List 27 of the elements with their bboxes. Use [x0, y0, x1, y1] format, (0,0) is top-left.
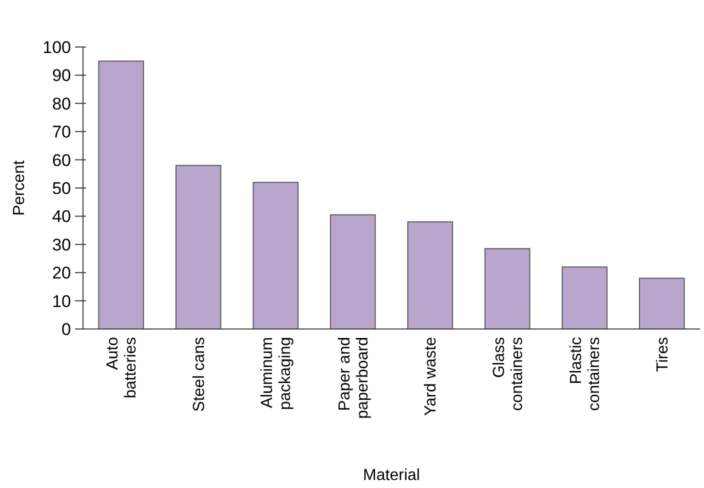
x-tick-label: Auto batteries: [104, 336, 140, 398]
bar: [252, 182, 299, 330]
bar: [638, 278, 685, 330]
x-axis-title: Material: [363, 467, 420, 484]
bar: [562, 266, 608, 330]
bar: [330, 214, 376, 330]
y-tick-label: 10: [52, 292, 71, 311]
x-tick-label: Glass containers: [490, 337, 526, 411]
x-tick-label: Steel cans: [190, 337, 208, 412]
bar: [175, 164, 222, 330]
y-tick-label: 30: [52, 235, 71, 254]
x-tick-label: Yard waste: [422, 336, 440, 416]
bar: [98, 60, 144, 330]
y-tick-label: 50: [52, 178, 71, 198]
y-tick-label: 90: [52, 66, 71, 86]
y-tick-label: 60: [52, 150, 71, 170]
bar: [484, 248, 530, 330]
y-tick-label: 40: [52, 207, 71, 226]
y-axis-title: Percent: [11, 160, 28, 216]
y-tick-label: 100: [42, 38, 71, 57]
y-tick-label: 70: [52, 122, 71, 142]
bar: [407, 221, 454, 330]
x-tick-label: Tires: [654, 337, 672, 372]
y-tick-label: 0: [62, 320, 71, 339]
y-tick-label: 20: [52, 264, 71, 283]
y-tick-label: 80: [52, 94, 71, 114]
x-tick-label: Aluminum packaging: [259, 337, 294, 410]
